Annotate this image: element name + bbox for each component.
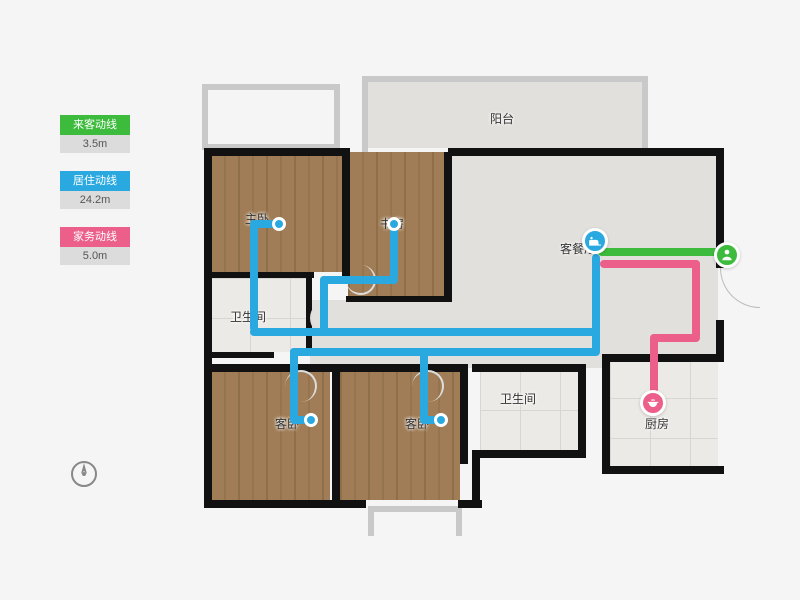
compass-icon: [70, 460, 98, 488]
label-kitchen: 厨房: [645, 415, 669, 432]
path-living: [290, 348, 600, 356]
legend: 来客动线 3.5m 居住动线 24.2m 家务动线 5.0m: [60, 115, 130, 283]
door-arc: [412, 370, 444, 402]
legend-living-value: 24.2m: [60, 191, 130, 209]
path-living: [592, 254, 600, 354]
path-living: [320, 276, 328, 332]
node-guest2: [434, 413, 448, 427]
path-chores: [692, 260, 700, 340]
path-chores: [600, 260, 700, 268]
person-icon: [714, 242, 740, 268]
node-master: [272, 217, 286, 231]
legend-living-label: 居住动线: [60, 171, 130, 191]
legend-living: 居住动线 24.2m: [60, 171, 130, 209]
label-balcony: 阳台: [490, 110, 514, 127]
node-study: [387, 217, 401, 231]
legend-chores-value: 5.0m: [60, 247, 130, 265]
legend-visitor: 来客动线 3.5m: [60, 115, 130, 153]
label-bath1: 卫生间: [230, 308, 266, 325]
pot-icon: [640, 390, 666, 416]
legend-chores-label: 家务动线: [60, 227, 130, 247]
path-living: [320, 276, 398, 284]
path-visitor: [598, 248, 724, 256]
entry-door-icon: [720, 268, 760, 308]
path-living: [250, 328, 600, 336]
label-bath2: 卫生间: [500, 390, 536, 407]
legend-chores: 家务动线 5.0m: [60, 227, 130, 265]
room-bath2: [480, 370, 580, 450]
path-living: [290, 348, 298, 422]
node-guest1: [304, 413, 318, 427]
bed-icon: [582, 228, 608, 254]
legend-visitor-label: 来客动线: [60, 115, 130, 135]
legend-visitor-value: 3.5m: [60, 135, 130, 153]
path-living: [250, 220, 258, 332]
floor-plan: 阳台 主卧 书房 客餐厅 卫生间 卫生间: [190, 70, 740, 540]
room-kitchen: [610, 358, 718, 468]
path-living: [420, 348, 428, 422]
room-master: [210, 152, 342, 272]
